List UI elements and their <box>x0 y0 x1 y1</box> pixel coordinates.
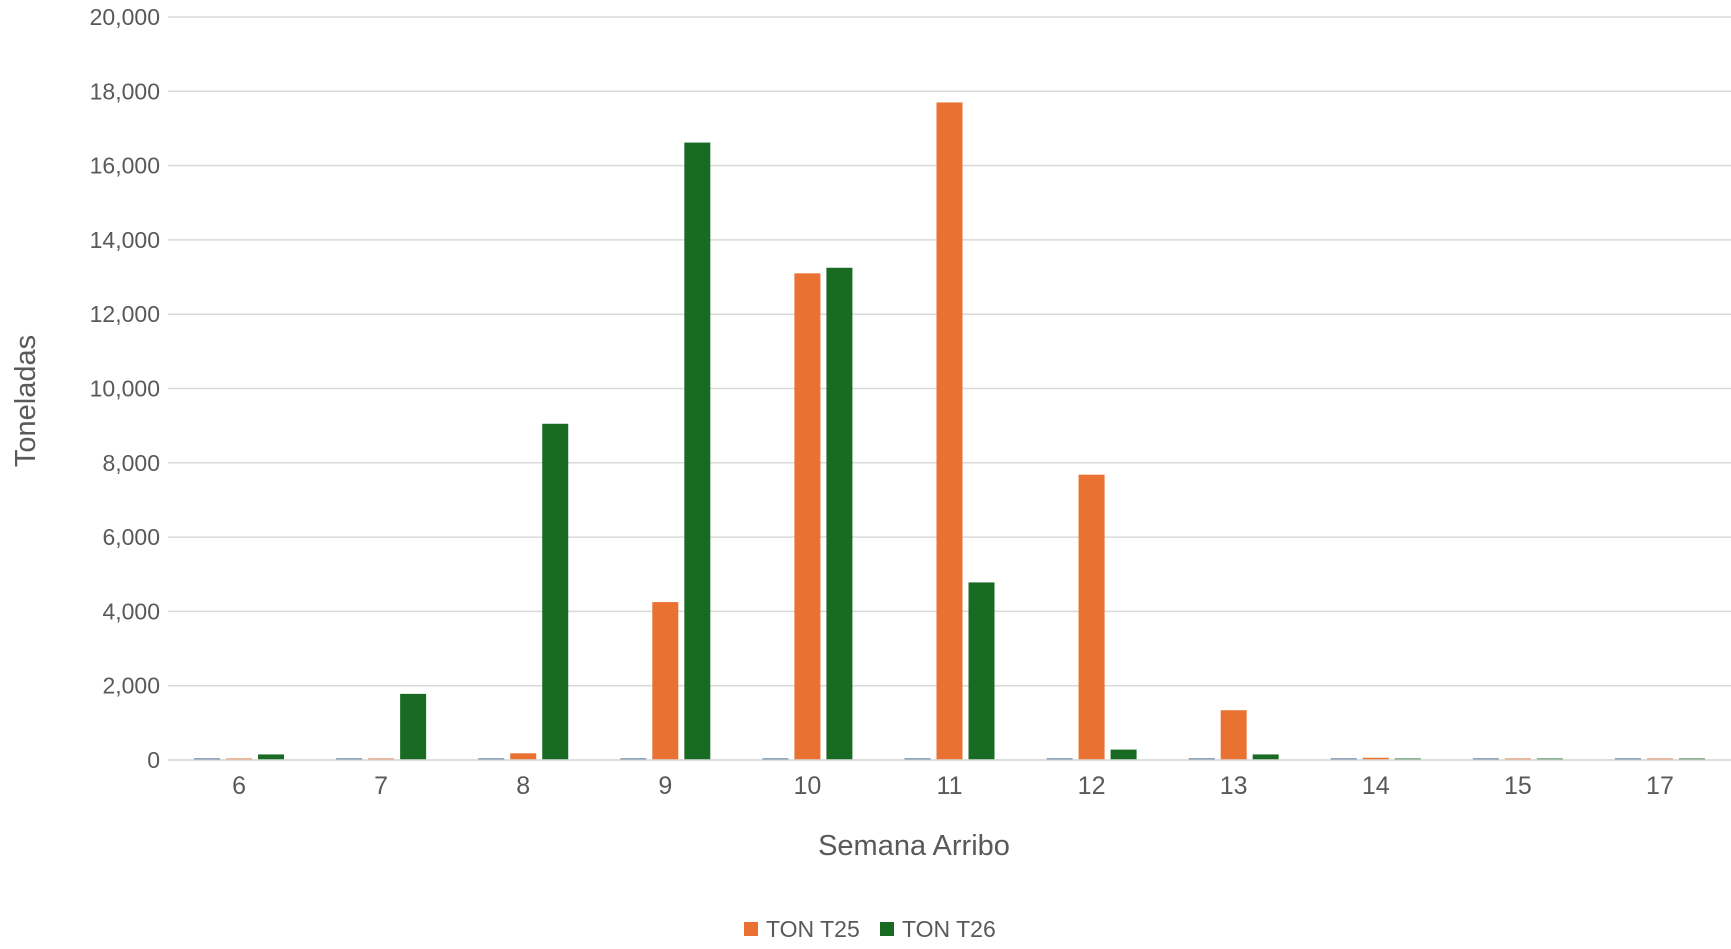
x-tick-label: 12 <box>1078 772 1106 800</box>
legend-label: TON T25 <box>766 916 860 942</box>
y-tick-label: 20,000 <box>90 4 160 30</box>
x-tick-label: 8 <box>516 772 530 800</box>
x-tick-label: 7 <box>374 772 388 800</box>
bar <box>510 753 537 760</box>
bar <box>968 582 995 760</box>
bar <box>652 602 679 760</box>
y-tick-label: 18,000 <box>90 78 160 104</box>
bar <box>1078 474 1105 760</box>
legend: TON T25 TON T26 <box>744 916 996 942</box>
bar <box>826 267 853 760</box>
bar <box>1362 757 1389 760</box>
x-tick-label: 6 <box>232 772 246 800</box>
bar <box>1220 710 1247 760</box>
y-axis-tick-labels: 0 2,000 4,000 6,000 8,000 10,000 12,000 14,000 1… <box>90 4 160 773</box>
legend-swatch <box>880 922 894 936</box>
bar <box>1252 754 1279 760</box>
x-tick-label: 9 <box>658 772 672 800</box>
y-tick-label: 0 <box>147 747 160 773</box>
x-tick-label: 15 <box>1504 772 1532 800</box>
legend-swatch <box>744 922 758 936</box>
x-tick-label: 17 <box>1646 772 1674 800</box>
y-tick-label: 8,000 <box>102 450 160 476</box>
x-tick-label: 14 <box>1362 772 1390 800</box>
y-axis-title: Toneladas <box>10 335 42 467</box>
y-tick-label: 10,000 <box>90 376 160 402</box>
bars <box>168 102 1731 761</box>
bar <box>1110 749 1137 760</box>
x-axis-tick-labels: 6 7 8 9 10 11 12 13 14 15 17 <box>232 772 1674 800</box>
bar <box>684 142 711 760</box>
y-tick-label: 16,000 <box>90 153 160 179</box>
y-tick-label: 12,000 <box>90 301 160 327</box>
bar <box>258 754 285 760</box>
legend-label: TON T26 <box>902 916 996 942</box>
x-tick-label: 11 <box>937 772 963 800</box>
bar <box>400 693 427 760</box>
x-axis-title: Semana Arribo <box>818 830 1010 862</box>
x-tick-label: 13 <box>1220 772 1248 800</box>
y-tick-label: 2,000 <box>102 673 160 699</box>
bar <box>794 273 821 760</box>
bar <box>542 423 569 760</box>
x-tick-label: 10 <box>794 772 822 800</box>
bar <box>936 102 963 760</box>
y-tick-label: 14,000 <box>90 227 160 253</box>
y-tick-label: 4,000 <box>102 598 160 624</box>
y-tick-label: 6,000 <box>102 524 160 550</box>
